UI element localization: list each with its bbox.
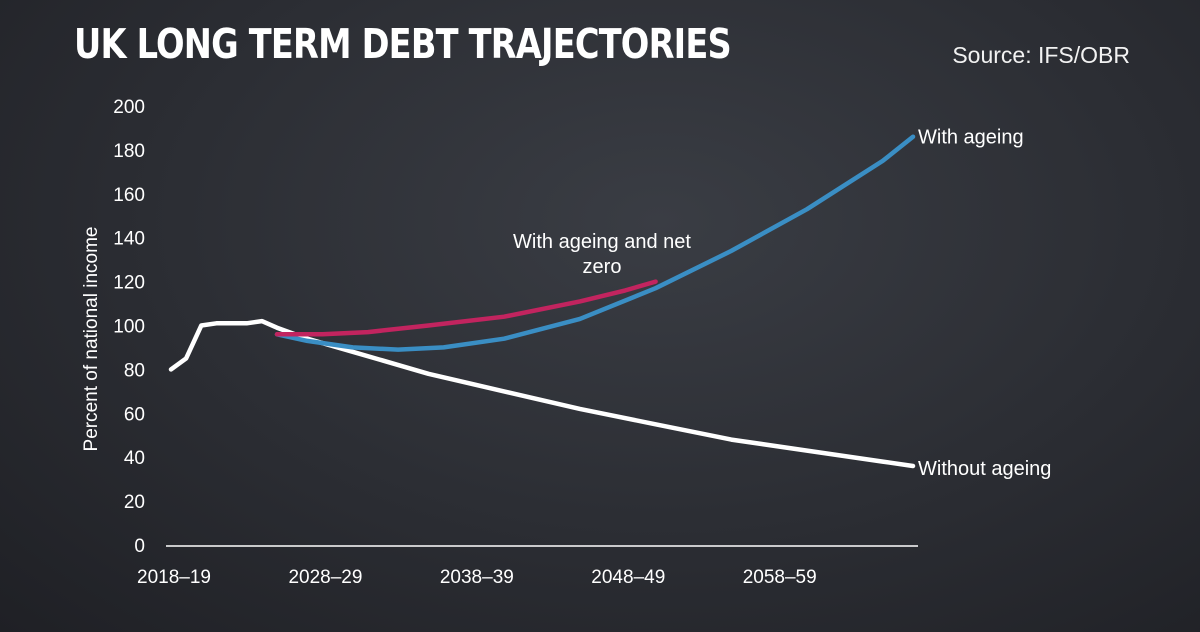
series-label-with-ageing-net-zero: With ageing and net zero xyxy=(513,231,691,278)
y-tick-label: 0 xyxy=(134,536,145,557)
series-line-with-ageing-net-zero xyxy=(274,279,658,337)
y-tick-label: 40 xyxy=(124,448,145,469)
chart-title: UK LONG TERM DEBT TRAJECTORIES xyxy=(74,20,732,68)
y-tick-label: 20 xyxy=(124,492,145,513)
y-tick-label: 80 xyxy=(124,360,145,381)
y-tick-label: 160 xyxy=(113,185,145,206)
x-tick-label: 2048–49 xyxy=(591,567,665,588)
y-tick-label: 60 xyxy=(124,404,145,425)
y-tick-label: 200 xyxy=(113,97,145,118)
x-tick-label: 2038–39 xyxy=(440,567,514,588)
y-tick-label: 180 xyxy=(113,141,145,162)
series-line-with-ageing xyxy=(274,134,916,352)
y-tick-label: 100 xyxy=(113,317,145,338)
series-label-with-ageing: With ageing xyxy=(918,127,1024,149)
y-axis-label: Percent of national income xyxy=(81,227,102,452)
x-tick-label: 2058–59 xyxy=(743,567,817,588)
y-tick-label: 140 xyxy=(113,229,145,250)
x-tick-label: 2028–29 xyxy=(288,567,362,588)
x-tick-label: 2018–19 xyxy=(137,567,211,588)
series-line-without-ageing xyxy=(168,318,916,469)
source-label: Source: IFS/OBR xyxy=(952,42,1130,68)
series-label-without-ageing: Without ageing xyxy=(918,458,1051,480)
y-tick-label: 120 xyxy=(113,273,145,294)
